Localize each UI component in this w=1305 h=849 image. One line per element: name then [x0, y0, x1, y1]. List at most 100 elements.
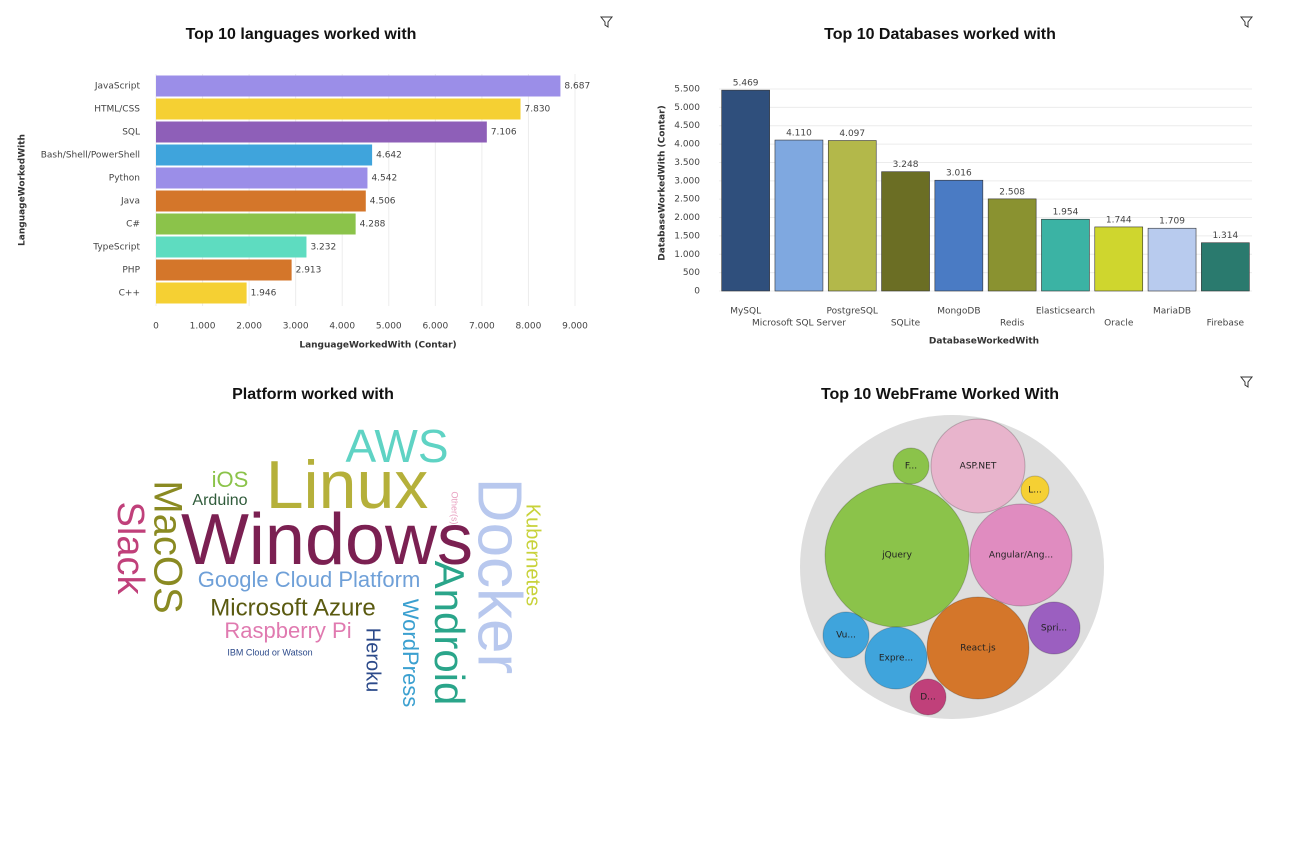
bar	[156, 144, 373, 166]
y-tick-label: JavaScript	[94, 82, 141, 92]
bar	[987, 198, 1037, 292]
bar	[156, 213, 356, 235]
bar	[156, 236, 307, 258]
y-tick-label: 3.500	[674, 158, 700, 168]
value-label: 7.830	[525, 105, 551, 115]
x-tick-label: 7.000	[469, 322, 495, 332]
bubble	[930, 418, 1026, 514]
y-tick-label: 5.000	[674, 103, 700, 113]
y-tick-label: HTML/CSS	[94, 105, 140, 115]
value-label: 5.469	[733, 79, 759, 89]
y-tick-label: 2.500	[674, 195, 700, 205]
word: Slack	[109, 502, 151, 596]
y-tick-label: TypeScript	[92, 243, 140, 253]
y-tick-label: 1.500	[674, 231, 700, 241]
bubble-label: Vu...	[836, 631, 856, 641]
bubble-label: jQuery	[881, 551, 913, 561]
value-label: 3.016	[946, 169, 972, 179]
bar	[1041, 218, 1090, 292]
bar	[156, 190, 366, 212]
x-tick-label: 6.000	[422, 322, 448, 332]
x-tick-label: 0	[153, 322, 159, 332]
x-tick-label: 2.000	[236, 322, 262, 332]
x-tick-label: Oracle	[1104, 319, 1134, 329]
x-tick-label: 3.000	[283, 322, 309, 332]
filter-icon[interactable]	[599, 16, 614, 28]
y-tick-label: 3.000	[674, 176, 700, 186]
x-tick-label: PostgreSQL	[827, 307, 878, 317]
y-tick-label: 0	[694, 287, 700, 297]
bubble-label: React.js	[960, 644, 996, 654]
word: Docker	[465, 478, 534, 674]
x-tick-label: MariaDB	[1153, 307, 1191, 317]
bubble	[824, 482, 970, 628]
x-tick-label: Redis	[1000, 319, 1025, 329]
word: Google Cloud Platform	[198, 567, 421, 592]
x-tick-label: 4.000	[329, 322, 355, 332]
value-label: 4.506	[370, 197, 396, 207]
bubble-label: ASP.NET	[960, 462, 997, 472]
value-label: 4.288	[360, 220, 386, 230]
bar	[156, 75, 561, 97]
value-label: 4.542	[371, 174, 397, 184]
word: IBM Cloud or Watson	[227, 647, 312, 657]
bar	[881, 171, 930, 292]
y-tick-label: 2.000	[674, 213, 700, 223]
y-axis-title: DatabaseWorkedWith (Contar)	[658, 105, 668, 261]
bubble	[969, 503, 1073, 607]
chart-title: Top 10 languages worked with	[186, 26, 417, 43]
x-tick-label: 5.000	[376, 322, 402, 332]
bubble	[926, 596, 1030, 700]
word: Windows	[181, 500, 473, 580]
bubble	[1027, 601, 1081, 655]
bubble-label: Angular/Ang...	[989, 551, 1053, 561]
bar	[156, 259, 292, 281]
y-tick-label: Python	[109, 174, 140, 184]
value-label: 8.687	[564, 82, 590, 92]
bar	[156, 121, 487, 143]
value-label: 1.954	[1053, 208, 1079, 218]
x-tick-label: MongoDB	[937, 307, 980, 317]
x-tick-label: Firebase	[1207, 319, 1245, 329]
y-tick-label: Bash/Shell/PowerShell	[41, 151, 140, 161]
y-tick-label: 1.000	[674, 250, 700, 260]
bar	[1147, 227, 1197, 292]
y-tick-label: 4.000	[674, 140, 700, 150]
x-tick-label: 1.000	[190, 322, 216, 332]
word: WordPress	[398, 599, 423, 707]
word: Linux	[266, 447, 429, 523]
value-label: 2.508	[999, 187, 1025, 197]
y-tick-label: 500	[683, 268, 700, 278]
bar	[156, 282, 247, 304]
filter-icon[interactable]	[1239, 16, 1254, 28]
word: Heroku	[362, 628, 384, 692]
x-axis-title: LanguageWorkedWith (Contar)	[299, 341, 456, 351]
bar	[1201, 242, 1250, 292]
bubble	[1020, 475, 1050, 505]
bar	[774, 139, 824, 292]
word: Microsoft Azure	[210, 594, 375, 621]
word: iOS	[212, 467, 249, 492]
word: Android	[426, 561, 473, 706]
y-tick-label: Java	[120, 197, 140, 207]
bar	[156, 167, 368, 189]
filter-icon[interactable]	[1239, 376, 1254, 388]
word: Kubernetes	[522, 504, 544, 606]
value-label: 1.744	[1106, 215, 1132, 225]
y-tick-label: SQL	[122, 128, 140, 138]
bar	[934, 179, 984, 292]
x-tick-label: 9.000	[562, 322, 588, 332]
value-label: 3.232	[310, 243, 336, 253]
word: AWS	[345, 420, 448, 472]
y-tick-label: PHP	[122, 266, 140, 276]
value-label: 7.106	[491, 128, 517, 138]
bar	[156, 98, 521, 120]
y-tick-label: 4.500	[674, 121, 700, 131]
y-tick-label: 5.500	[674, 85, 700, 95]
x-tick-label: 8.000	[516, 322, 542, 332]
bubble	[822, 611, 870, 659]
value-label: 1.946	[251, 289, 277, 299]
chart-title: Top 10 Databases worked with	[824, 26, 1056, 43]
bubble-label: D...	[920, 693, 936, 703]
